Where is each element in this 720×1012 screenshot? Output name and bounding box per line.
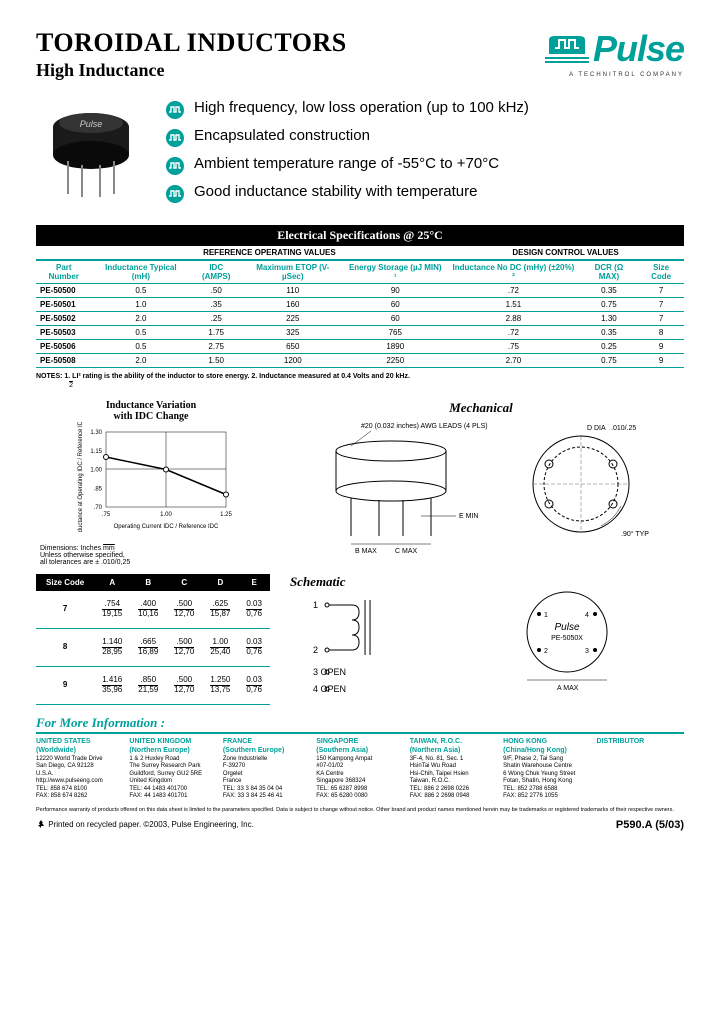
feature-text-2: Ambient temperature range of -55°C to +7… <box>194 155 499 174</box>
svg-text:Pulse: Pulse <box>554 622 579 633</box>
bullet-icon <box>166 157 184 175</box>
bullet-icon <box>166 129 184 147</box>
svg-text:#20 (0.032 inches) AWG LEADS (: #20 (0.032 inches) AWG LEADS (4 PLS) <box>361 423 488 430</box>
svg-text:Pulse: Pulse <box>80 119 103 129</box>
mechanical-drawing: #20 (0.032 inches) AWG LEADS (4 PLS) E M… <box>278 416 684 556</box>
page-subtitle: High Inductance <box>36 60 347 81</box>
svg-text:1.25: 1.25 <box>220 512 232 518</box>
svg-text:E MIN: E MIN <box>459 513 478 520</box>
svg-text:.010/.25: .010/.25 <box>611 425 636 432</box>
svg-text:1.00: 1.00 <box>90 468 102 474</box>
logo-tagline: A TECHNITROL COMPANY <box>545 72 684 78</box>
spec-table: REFERENCE OPERATING VALUESDESIGN CONTROL… <box>36 246 684 368</box>
dimension-note: Dimensions: Inches mm Unless otherwise s… <box>40 545 266 566</box>
footer-right: P590.A (5/03) <box>616 819 684 831</box>
contacts: UNITED STATES(Worldwide)12220 World Trad… <box>36 738 684 801</box>
svg-text:2: 2 <box>313 645 318 655</box>
notes: NOTES: 1. LI² rating is the ability of t… <box>36 372 684 390</box>
svg-text:1.15: 1.15 <box>90 449 102 455</box>
svg-text:PE-5050X: PE-5050X <box>551 635 583 642</box>
svg-text:A MAX: A MAX <box>557 685 579 692</box>
schematic-title: Schematic <box>290 574 684 590</box>
svg-text:Inductance at Operating IDC /: Inductance at Operating IDC / Reference … <box>78 422 84 532</box>
feature-text-1: Encapsulated construction <box>194 127 370 146</box>
info-header: For More Information : <box>36 715 684 734</box>
bullet-icon <box>166 101 184 119</box>
svg-text:4: 4 <box>585 612 589 619</box>
svg-text:1: 1 <box>544 612 548 619</box>
chart-title: Inductance Variationwith IDC Change <box>36 400 266 422</box>
size-table: Size CodeABCDE 7.75419,15.40010,16.50012… <box>36 574 270 705</box>
inductance-chart: Inductance at Operating IDC / Reference … <box>76 422 256 532</box>
company-logo: Pulse A TECHNITROL COMPANY <box>545 28 684 78</box>
svg-text:4 OPEN: 4 OPEN <box>313 684 346 694</box>
svg-text:3 OPEN: 3 OPEN <box>313 667 346 677</box>
svg-text:D DIA: D DIA <box>587 425 606 432</box>
svg-text:1: 1 <box>313 600 318 610</box>
recycle-icon <box>36 820 46 830</box>
feature-text-3: Good inductance stability with temperatu… <box>194 183 477 202</box>
pulse-wave-icon <box>545 34 589 64</box>
spec-banner: Electrical Specifications @ 25°C <box>36 225 684 246</box>
svg-text:.85: .85 <box>94 486 103 492</box>
svg-text:2: 2 <box>544 648 548 655</box>
page-title: TOROIDAL INDUCTORS <box>36 28 347 58</box>
product-image: Pulse <box>36 99 146 199</box>
svg-text:1.30: 1.30 <box>90 430 102 436</box>
logo-text: Pulse <box>593 28 684 70</box>
svg-text:.75: .75 <box>102 512 111 518</box>
svg-text:.90° TYP: .90° TYP <box>621 530 649 538</box>
feature-list: High frequency, low loss operation (up t… <box>166 99 684 211</box>
bullet-icon <box>166 185 184 203</box>
svg-text:.70: .70 <box>94 505 103 511</box>
mechanical-title: Mechanical <box>278 400 684 416</box>
svg-text:C MAX: C MAX <box>395 548 418 555</box>
footer-left: Printed on recycled paper. ©2003, Pulse … <box>36 820 254 830</box>
group-design: DESIGN CONTROL VALUES <box>447 246 684 260</box>
svg-text:3: 3 <box>585 648 589 655</box>
group-ref: REFERENCE OPERATING VALUES <box>92 246 448 260</box>
disclaimer: Performance warranty of products offered… <box>36 807 684 814</box>
svg-text:1.00: 1.00 <box>160 512 172 518</box>
feature-text-0: High frequency, low loss operation (up t… <box>194 99 529 118</box>
svg-text:Operating Current IDC / Refere: Operating Current IDC / Reference IDC <box>114 524 219 530</box>
schematic-drawing: 1 2 3 OPEN 4 OPEN Pulse PE-5050X 1 2 3 4… <box>290 590 684 700</box>
svg-text:B MAX: B MAX <box>355 548 377 555</box>
